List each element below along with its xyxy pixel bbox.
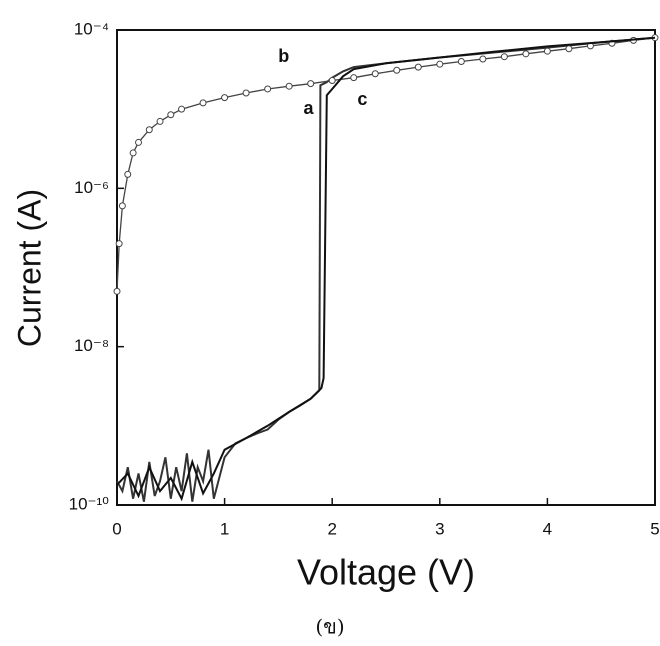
series-marker xyxy=(565,45,573,53)
series-line xyxy=(116,36,656,502)
x-axis-label: Voltage (V) xyxy=(297,552,475,593)
series-marker xyxy=(500,53,508,61)
series-marker xyxy=(199,99,207,107)
series-marker xyxy=(167,111,175,119)
series-marker xyxy=(285,82,293,90)
series-marker xyxy=(135,138,143,146)
series-marker xyxy=(156,117,164,125)
series-marker xyxy=(118,202,126,210)
series-line xyxy=(116,37,656,292)
plot-frame xyxy=(116,29,656,506)
series-marker xyxy=(124,170,132,178)
series-marker xyxy=(242,89,250,97)
series-marker xyxy=(113,287,121,295)
series-marker xyxy=(145,126,153,134)
x-tick-label: 3 xyxy=(435,519,444,538)
series-label: a xyxy=(304,98,315,118)
y-tick-label: 10⁻⁶ xyxy=(74,178,109,197)
series-marker xyxy=(543,47,551,55)
y-axis-label: Current (A) xyxy=(11,189,47,347)
series-marker xyxy=(479,55,487,63)
series-marker xyxy=(457,58,465,66)
x-tick-label: 1 xyxy=(220,519,229,538)
x-tick-label: 4 xyxy=(543,519,552,538)
series-marker xyxy=(414,63,422,71)
series-marker xyxy=(350,74,358,82)
series-marker xyxy=(522,50,530,58)
series-marker xyxy=(393,66,401,74)
x-tick-label: 5 xyxy=(650,519,659,538)
series-marker xyxy=(221,94,229,102)
series-marker xyxy=(115,240,123,248)
y-tick-label: 10⁻⁴ xyxy=(74,19,109,38)
series-marker xyxy=(129,149,137,157)
y-tick-label: 10⁻¹⁰ xyxy=(69,494,110,513)
series-line xyxy=(116,36,656,502)
caption: (ข) xyxy=(315,615,344,639)
series-label: c xyxy=(357,89,367,109)
series-marker xyxy=(307,80,315,88)
series-marker xyxy=(264,85,272,93)
series-marker xyxy=(371,70,379,78)
x-tick-label: 0 xyxy=(112,519,121,538)
series-marker xyxy=(436,60,444,68)
x-tick-label: 2 xyxy=(327,519,336,538)
y-tick-label: 10⁻⁸ xyxy=(74,336,109,355)
series-label: b xyxy=(278,46,289,66)
series-marker xyxy=(178,105,186,113)
series-marker xyxy=(328,77,336,85)
